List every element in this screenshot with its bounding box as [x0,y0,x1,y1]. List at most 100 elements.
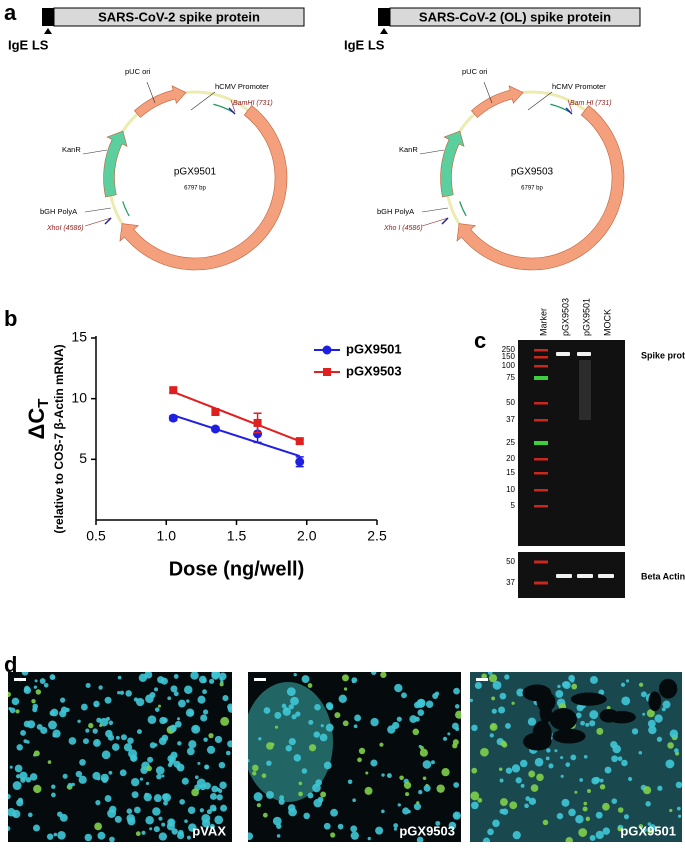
cell [117,675,122,680]
cell [156,773,162,780]
cell [435,820,441,826]
cell [393,827,398,831]
cell [248,759,250,763]
cell [293,754,302,762]
cell [381,809,385,814]
leader-line [230,99,236,113]
cell [442,736,448,741]
cell [525,796,531,802]
cell [471,767,478,774]
cell [202,678,207,684]
cell [133,806,141,814]
y-axis-title: ΔCT [24,399,52,440]
cell [393,823,399,828]
cell [323,822,331,830]
cell [354,714,362,722]
cell [353,724,358,729]
cell [511,701,515,705]
scale-bar [476,678,488,681]
cell [119,769,127,777]
cell [176,763,185,772]
cell [33,685,38,689]
marker-label: 150 [502,352,516,361]
cell [453,687,460,695]
feature-label: BamHI (731) [233,100,273,107]
cell [571,683,578,690]
cell [101,750,111,760]
cell [186,835,191,840]
marker-band [534,560,548,564]
marker-label: 250 [502,345,516,354]
marker-label: 75 [506,373,515,382]
cell [416,699,426,708]
legend-label: pGX9501 [346,341,402,356]
cell [441,768,450,777]
cell [585,816,591,822]
x-tick-label: 0.5 [86,528,106,544]
feature-label: Xho I (4586) [383,225,423,232]
cell [82,738,89,745]
cell [276,834,281,838]
cell [589,710,599,720]
cell [173,691,179,697]
cell [99,723,103,727]
cell [677,814,682,818]
leader-line [421,217,449,227]
cell [669,808,673,813]
cell [141,830,146,835]
cell [638,751,643,755]
cell [96,717,102,723]
legend-label: pGX9503 [346,363,402,378]
cell [298,781,303,786]
cells [470,672,682,842]
cell [574,790,578,794]
cell [627,776,633,782]
cell [167,696,172,701]
cell [100,773,109,783]
cell [248,832,254,841]
marker [295,457,305,467]
cell [85,682,91,688]
cell [320,724,324,728]
cell [282,707,291,716]
cell [272,816,282,826]
cell [111,743,120,751]
feature-label: XhoI (4586) [46,225,84,232]
cell [357,757,362,763]
plasmid-name: pGX9501 [174,167,217,178]
cell [489,733,494,738]
cell [105,729,113,738]
cell [158,832,168,841]
legend-marker [323,368,331,376]
cell [35,689,42,695]
site-tick [441,217,449,225]
cell [144,792,149,797]
cell [174,720,182,728]
cell [520,759,528,768]
marker-band [534,376,548,380]
cell [454,704,460,709]
cell [157,704,161,708]
cell [59,710,67,718]
cell [520,783,525,788]
cell [491,696,496,701]
site-tick [565,107,573,115]
cell [62,773,68,779]
cell [43,682,49,688]
cell [155,766,165,775]
gene-label: SARS-CoV-2 spike protein [98,9,260,24]
cell [178,699,186,708]
cell [409,715,418,723]
cell [432,692,439,699]
cell [661,707,666,712]
cell [599,784,606,790]
actin-band [577,574,593,578]
cell [487,672,493,675]
cell [161,822,166,827]
cell [487,828,494,836]
cell [453,782,460,788]
site-tick [228,107,236,115]
marker-label: 50 [506,398,515,407]
cell [258,737,262,741]
